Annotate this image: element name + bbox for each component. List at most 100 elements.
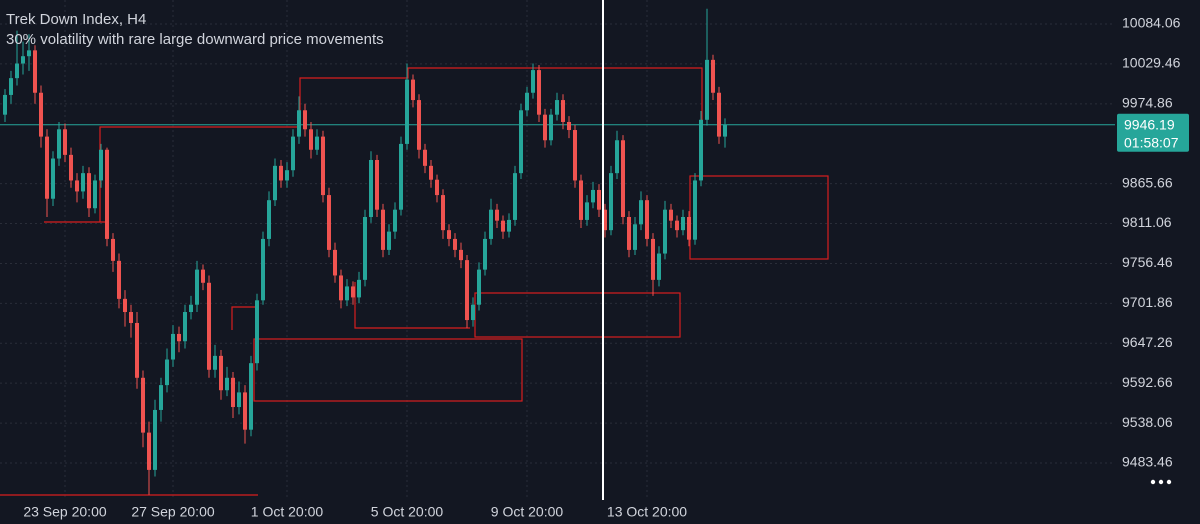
candle-body bbox=[207, 282, 211, 370]
candle-body bbox=[375, 159, 379, 210]
candle-body bbox=[75, 180, 79, 192]
candle-body bbox=[393, 209, 397, 232]
level-line bbox=[99, 67, 703, 222]
x-tick-label: 23 Sep 20:00 bbox=[23, 504, 107, 520]
candle-body bbox=[369, 159, 373, 218]
candle-body bbox=[249, 363, 253, 430]
candle-body bbox=[591, 189, 595, 203]
candle-body bbox=[171, 333, 175, 360]
candle-body bbox=[549, 114, 553, 141]
y-tick-label: 9483.46 bbox=[1122, 454, 1173, 470]
candle-body bbox=[507, 219, 511, 232]
candle-body bbox=[231, 377, 235, 408]
candle-body bbox=[273, 165, 277, 201]
candle-body bbox=[57, 129, 61, 159]
menu-dot bbox=[1158, 479, 1164, 485]
candle-body bbox=[411, 79, 415, 101]
candle-body bbox=[195, 269, 199, 305]
candle-body bbox=[51, 158, 55, 199]
candle-body bbox=[297, 110, 301, 137]
candle-body bbox=[147, 432, 151, 470]
candle-body bbox=[429, 165, 433, 180]
candle-body bbox=[255, 300, 259, 364]
candle-body bbox=[459, 249, 463, 261]
candle-body bbox=[567, 121, 571, 131]
candle-body bbox=[165, 359, 169, 386]
candle-body bbox=[471, 304, 475, 321]
candle-body bbox=[639, 200, 643, 225]
candle-body bbox=[279, 165, 283, 181]
candle-body bbox=[177, 333, 181, 342]
candle-body bbox=[183, 312, 187, 342]
candle-body bbox=[15, 63, 19, 79]
candle-body bbox=[597, 189, 601, 210]
candle-body bbox=[645, 200, 649, 239]
x-tick-label: 1 Oct 20:00 bbox=[251, 504, 324, 520]
candle-body bbox=[99, 149, 103, 181]
candle-body bbox=[441, 195, 445, 231]
candle-body bbox=[159, 385, 163, 410]
candle-body bbox=[267, 200, 271, 239]
candle-body bbox=[219, 355, 223, 391]
candle-body bbox=[501, 220, 505, 232]
last-price-label: 9946.19 bbox=[1124, 116, 1175, 132]
candle-body bbox=[339, 275, 343, 301]
candle-body bbox=[693, 180, 697, 240]
candle-body bbox=[519, 110, 523, 174]
candle-body bbox=[537, 70, 541, 115]
candle-body bbox=[351, 286, 355, 298]
candle-body bbox=[687, 217, 691, 240]
candle-body bbox=[615, 140, 619, 174]
candle-body bbox=[39, 92, 43, 137]
menu-dot bbox=[1150, 479, 1156, 485]
candle-body bbox=[201, 269, 205, 283]
candle-body bbox=[291, 136, 295, 171]
candle-body bbox=[699, 119, 703, 181]
candle-body bbox=[627, 217, 631, 250]
candle-body bbox=[603, 209, 607, 231]
candle-body bbox=[477, 269, 481, 305]
y-tick-label: 9811.06 bbox=[1122, 214, 1172, 230]
candle-body bbox=[141, 377, 145, 433]
candle-body bbox=[489, 209, 493, 239]
candle-body bbox=[669, 209, 673, 221]
candle-body bbox=[651, 238, 655, 280]
candle-body bbox=[87, 173, 91, 209]
candle-body bbox=[525, 92, 529, 111]
candle-body bbox=[321, 136, 325, 196]
candle-body bbox=[21, 56, 25, 64]
chart-title: Trek Down Index, H4 bbox=[6, 11, 146, 28]
candle-body bbox=[543, 114, 547, 141]
candle-body bbox=[111, 238, 115, 261]
candle-body bbox=[189, 304, 193, 313]
last-price-box bbox=[1117, 113, 1189, 152]
candle-body bbox=[69, 154, 73, 181]
menu-dot bbox=[1166, 479, 1172, 485]
y-tick-label: 9701.86 bbox=[1122, 294, 1173, 310]
candle-body bbox=[81, 173, 85, 192]
candle-body bbox=[435, 179, 439, 196]
candle-body bbox=[33, 50, 37, 93]
candle-body bbox=[453, 238, 457, 250]
candle-body bbox=[555, 100, 559, 115]
y-tick-label: 9756.46 bbox=[1122, 254, 1173, 270]
candle-body bbox=[711, 59, 715, 93]
candle-body bbox=[513, 173, 517, 220]
y-tick-label: 9865.66 bbox=[1122, 174, 1173, 190]
x-tick-label: 9 Oct 20:00 bbox=[491, 504, 564, 520]
y-tick-label: 10029.46 bbox=[1122, 55, 1181, 71]
more-menu[interactable] bbox=[1150, 479, 1172, 485]
grid-layer bbox=[0, 0, 1115, 500]
candle-body bbox=[585, 202, 589, 220]
candle-body bbox=[561, 100, 565, 122]
candles bbox=[3, 8, 727, 495]
candle-body bbox=[333, 249, 337, 276]
candle-body bbox=[363, 217, 367, 280]
candle-body bbox=[105, 149, 109, 239]
candle-body bbox=[579, 180, 583, 220]
candle-body bbox=[633, 224, 637, 250]
candle-body bbox=[63, 129, 67, 155]
candle-body bbox=[345, 286, 349, 301]
